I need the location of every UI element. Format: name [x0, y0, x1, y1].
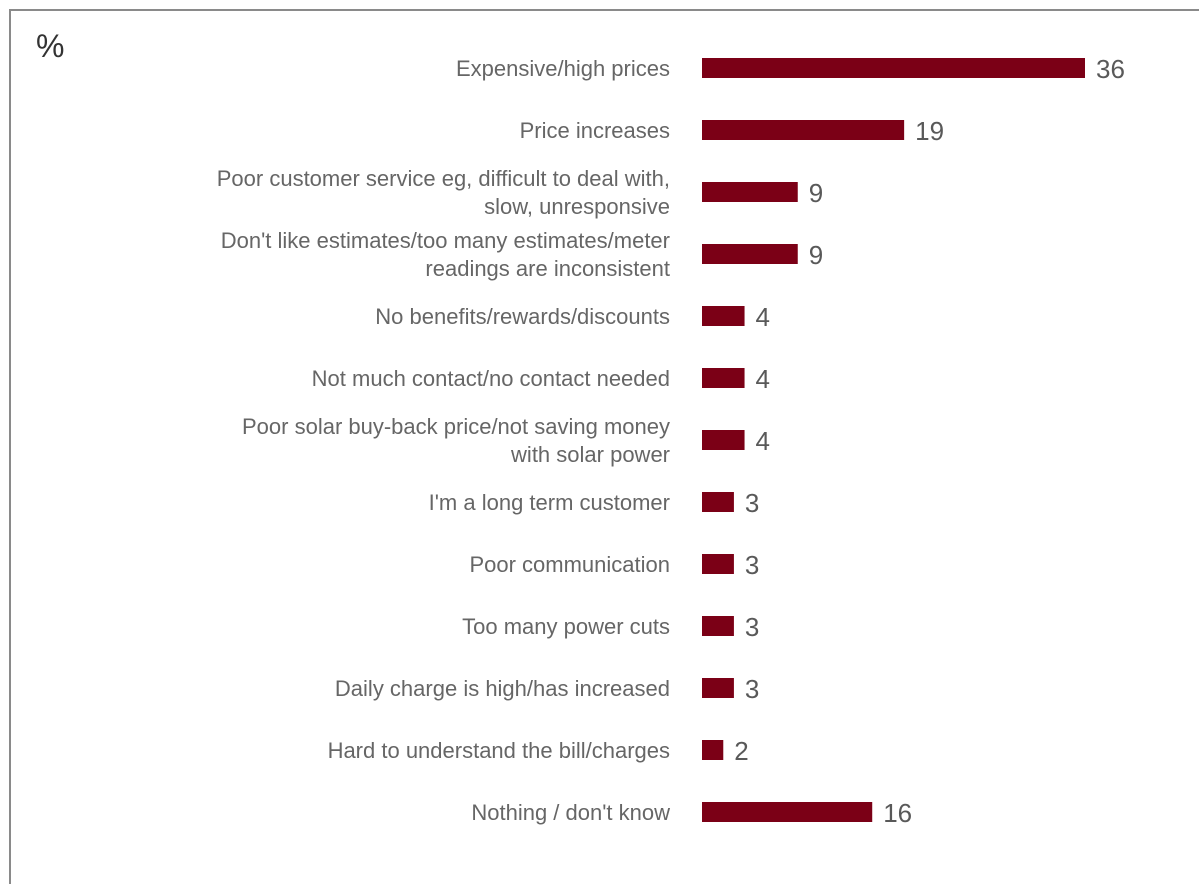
bar [702, 802, 873, 822]
category-label-line: slow, unresponsive [484, 194, 670, 219]
value-label: 4 [756, 302, 770, 332]
value-label: 4 [756, 426, 770, 456]
bar [702, 430, 745, 450]
category-label: Too many power cuts [462, 614, 670, 639]
bar [702, 182, 798, 202]
category-label-line: Price increases [520, 118, 670, 143]
value-label: 4 [756, 364, 770, 394]
bar [702, 306, 745, 326]
bar [702, 120, 905, 140]
category-label-line: Don't like estimates/too many estimates/… [221, 228, 670, 253]
bar [702, 616, 734, 636]
category-label-line: Daily charge is high/has increased [335, 676, 670, 701]
bar [702, 244, 798, 264]
category-label-line: Not much contact/no contact needed [312, 366, 670, 391]
category-label-line: Poor solar buy-back price/not saving mon… [242, 414, 670, 439]
value-label: 9 [809, 178, 823, 208]
value-label: 3 [745, 674, 759, 704]
category-label-line: with solar power [510, 442, 670, 467]
category-label: No benefits/rewards/discounts [375, 304, 670, 329]
category-label: Don't like estimates/too many estimates/… [221, 228, 670, 281]
value-label: 36 [1096, 54, 1125, 84]
category-label-line: No benefits/rewards/discounts [375, 304, 670, 329]
category-label: Nothing / don't know [471, 800, 670, 825]
value-label: 3 [745, 550, 759, 580]
unit-label: % [36, 28, 65, 64]
bar [702, 58, 1085, 78]
value-label: 2 [734, 736, 748, 766]
category-label: Poor solar buy-back price/not saving mon… [242, 414, 670, 467]
category-label-line: Too many power cuts [462, 614, 670, 639]
category-label: Poor customer service eg, difficult to d… [217, 166, 670, 219]
category-label: Hard to understand the bill/charges [328, 738, 670, 763]
value-label: 3 [745, 612, 759, 642]
category-label: Price increases [520, 118, 670, 143]
value-label: 16 [883, 798, 912, 828]
value-label: 19 [915, 116, 944, 146]
category-label: Not much contact/no contact needed [312, 366, 670, 391]
bar [702, 368, 745, 388]
category-label-line: Nothing / don't know [471, 800, 670, 825]
category-label: Poor communication [469, 552, 670, 577]
category-label: Expensive/high prices [456, 56, 670, 81]
category-label-line: Expensive/high prices [456, 56, 670, 81]
category-label-line: readings are inconsistent [425, 256, 670, 281]
category-label-line: Poor communication [469, 552, 670, 577]
bar [702, 492, 734, 512]
category-label-line: I'm a long term customer [429, 490, 670, 515]
category-label-line: Poor customer service eg, difficult to d… [217, 166, 670, 191]
value-label: 9 [809, 240, 823, 270]
category-label: I'm a long term customer [429, 490, 670, 515]
category-label-line: Hard to understand the bill/charges [328, 738, 670, 763]
chart-frame [9, 9, 1199, 884]
bar [702, 678, 734, 698]
category-label: Daily charge is high/has increased [335, 676, 670, 701]
bar [702, 740, 724, 760]
bar [702, 554, 734, 574]
value-label: 3 [745, 488, 759, 518]
